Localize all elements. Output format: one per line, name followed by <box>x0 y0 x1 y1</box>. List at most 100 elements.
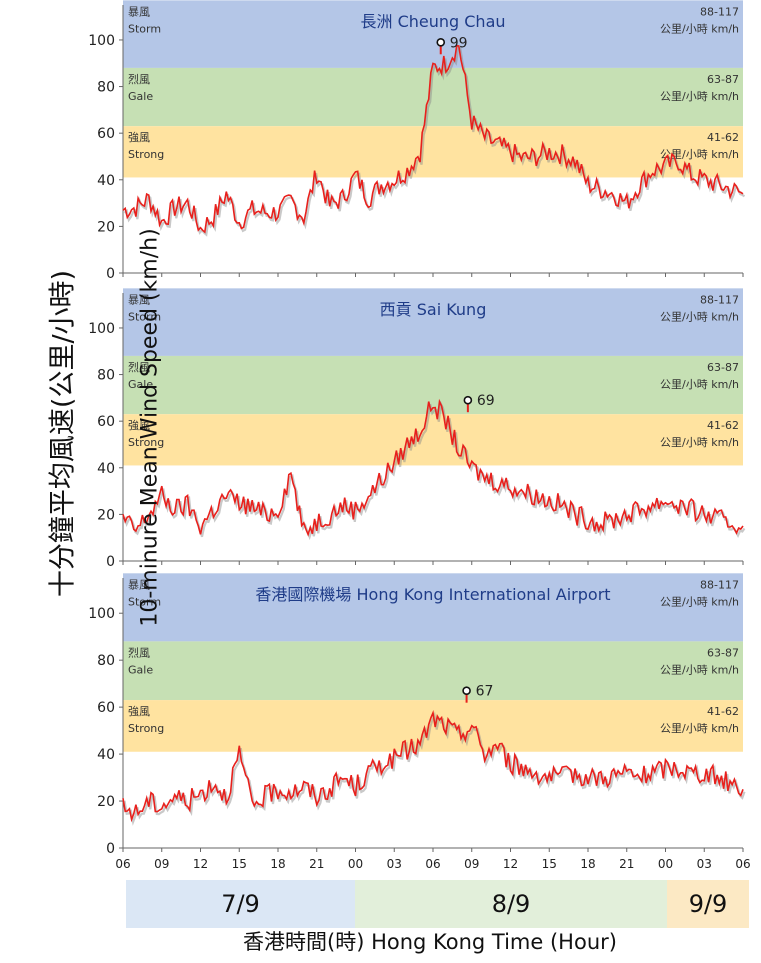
band-label-zh: 烈風 <box>128 645 150 659</box>
band-range: 41-62 <box>707 705 739 718</box>
band-storm <box>123 0 743 68</box>
y-tick-label: 100 <box>88 606 115 622</box>
x-tick-label: 21 <box>619 857 634 871</box>
y-tick-label: 100 <box>88 33 115 49</box>
y-tick-label: 0 <box>106 841 115 857</box>
y-tick-label: 40 <box>97 747 115 763</box>
band-range: 41-62 <box>707 131 739 144</box>
band-strong <box>123 126 743 178</box>
y-tick-label: 0 <box>106 266 115 282</box>
x-tick-label: 03 <box>697 857 712 871</box>
band-strong <box>123 414 743 466</box>
band-unit: 公里/小時 km/h <box>660 148 739 161</box>
series-line <box>122 44 744 234</box>
y-tick-label: 20 <box>97 219 115 235</box>
x-tick-label: 00 <box>658 857 673 871</box>
band-range: 88-117 <box>700 293 739 306</box>
band-range: 63-87 <box>707 73 739 86</box>
series-shadow <box>123 46 746 237</box>
series-line <box>122 398 744 537</box>
x-tick-label: 09 <box>464 857 479 871</box>
band-label-en: Storm <box>128 595 161 608</box>
band-gale <box>123 67 743 127</box>
band-label-zh: 烈風 <box>128 360 150 374</box>
band-unit: 公里/小時 km/h <box>660 722 739 735</box>
day-bar-8-9: 8/9 <box>355 880 667 928</box>
series-shadow <box>123 400 746 541</box>
x-tick-label: 12 <box>503 857 518 871</box>
band-label-en: Strong <box>128 436 164 449</box>
y-tick-label: 80 <box>97 80 115 96</box>
band-label-en: Storm <box>128 22 161 35</box>
peak-label: 67 <box>476 684 494 700</box>
x-tick-label: 12 <box>193 857 208 871</box>
band-label-en: Strong <box>128 148 164 161</box>
band-range: 88-117 <box>700 5 739 18</box>
y-tick-label: 100 <box>88 321 115 337</box>
band-label-en: Storm <box>128 310 161 323</box>
day-bar-9-9: 9/9 <box>667 880 749 928</box>
band-storm <box>123 573 743 642</box>
x-tick-label: 06 <box>425 857 440 871</box>
band-label-zh: 強風 <box>128 419 150 432</box>
peak-label: 99 <box>450 35 468 51</box>
y-tick-label: 60 <box>97 414 115 430</box>
x-tick-label: 09 <box>154 857 169 871</box>
band-strong <box>123 700 743 752</box>
panel-1: 暴風 Storm 88-117 公里/小時 km/h 烈風 Gale 63-87 公里/小時 … <box>88 0 746 282</box>
band-label-en: Gale <box>128 663 153 676</box>
band-label-en: Strong <box>128 722 164 735</box>
band-range: 41-62 <box>707 419 739 432</box>
panel-title: 西貢 Sai Kung <box>380 300 487 319</box>
x-axis-label: 香港時間(時) Hong Kong Time (Hour) <box>243 930 617 954</box>
band-label-en: Gale <box>128 378 153 391</box>
band-unit: 公里/小時 km/h <box>660 663 739 676</box>
x-tick-label: 15 <box>542 857 557 871</box>
band-unit: 公里/小時 km/h <box>660 90 739 103</box>
band-unit: 公里/小時 km/h <box>660 310 739 323</box>
x-tick-label: 06 <box>115 857 130 871</box>
x-tick-label: 18 <box>580 857 595 871</box>
x-tick-label: 21 <box>309 857 324 871</box>
band-label-zh: 暴風 <box>128 293 150 306</box>
x-tick-label: 03 <box>387 857 402 871</box>
band-label-zh: 暴風 <box>128 578 150 591</box>
band-storm <box>123 288 743 356</box>
series-line <box>122 710 744 823</box>
y-tick-label: 60 <box>97 700 115 716</box>
band-range: 88-117 <box>700 578 739 591</box>
peak-marker <box>436 37 446 47</box>
band-range: 63-87 <box>707 646 739 659</box>
band-label-zh: 暴風 <box>128 5 150 18</box>
peak-marker <box>462 686 471 695</box>
x-tick-label: 18 <box>270 857 285 871</box>
band-label-zh: 烈風 <box>128 72 150 86</box>
panel-title: 香港國際機場 Hong Kong International Airport <box>255 585 610 604</box>
y-tick-label: 40 <box>97 173 115 189</box>
band-gale <box>123 641 743 701</box>
band-label-zh: 強風 <box>128 705 150 718</box>
band-label-en: Gale <box>128 90 153 103</box>
panel-title: 長洲 Cheung Chau <box>360 12 505 31</box>
panel-2: 暴風 Storm 88-117 公里/小時 km/h 烈風 Gale 63-87 公里/小時 … <box>88 288 746 570</box>
day-label: 8/9 <box>491 890 531 918</box>
band-unit: 公里/小時 km/h <box>660 378 739 391</box>
band-gale <box>123 355 743 415</box>
y-tick-label: 80 <box>97 653 115 669</box>
panel-3: 暴風 Storm 88-117 公里/小時 km/h 烈風 Gale 63-87 公里/小時 … <box>88 573 751 871</box>
y-tick-label: 40 <box>97 461 115 477</box>
day-label: 7/9 <box>221 890 260 918</box>
y-tick-label: 80 <box>97 368 115 384</box>
day-bar-7-9: 7/9 <box>126 880 355 928</box>
peak-label: 69 <box>477 393 495 409</box>
y-tick-label: 60 <box>97 126 115 142</box>
y-tick-label: 20 <box>97 794 115 810</box>
band-unit: 公里/小時 km/h <box>660 595 739 608</box>
band-range: 63-87 <box>707 361 739 374</box>
peak-marker <box>463 395 473 405</box>
band-unit: 公里/小時 km/h <box>660 22 739 35</box>
band-label-zh: 強風 <box>128 131 150 144</box>
day-label: 9/9 <box>688 890 728 918</box>
y-tick-label: 0 <box>106 554 115 570</box>
